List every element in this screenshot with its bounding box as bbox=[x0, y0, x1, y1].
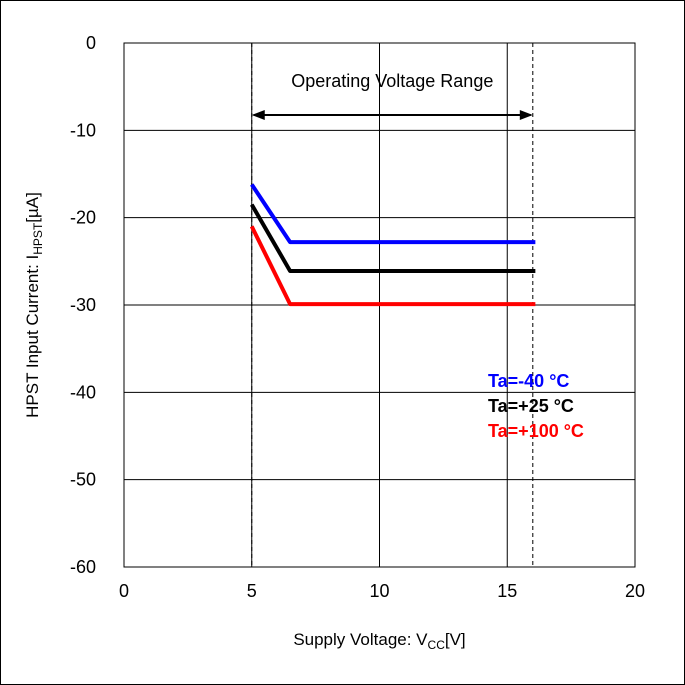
x-tick-label: 5 bbox=[247, 581, 257, 601]
operating-range-label: Operating Voltage Range bbox=[291, 71, 493, 91]
series bbox=[249, 183, 536, 307]
series-line bbox=[249, 225, 536, 307]
x-tick-label: 0 bbox=[119, 581, 129, 601]
legend-entry: Ta=+25 °C bbox=[488, 396, 574, 416]
y-tick-label: -40 bbox=[70, 382, 96, 402]
y-axis-label-main: HPST Input Current: I bbox=[23, 255, 42, 418]
x-axis-label-sub: CC bbox=[428, 638, 446, 652]
operating-range-annotation: Operating Voltage Range bbox=[251, 71, 533, 120]
x-tick-label: 20 bbox=[625, 581, 645, 601]
y-tick-label: -20 bbox=[70, 208, 96, 228]
legend: Ta=-40 °C Ta=+25 °C Ta=+100 °C bbox=[488, 371, 584, 441]
x-tick-label: 10 bbox=[369, 581, 389, 601]
x-axis-label-main: Supply Voltage: V bbox=[293, 630, 428, 649]
y-tick-label: -10 bbox=[70, 120, 96, 140]
x-axis-label-unit: [V] bbox=[445, 630, 466, 649]
series-line bbox=[250, 183, 536, 245]
range-arrow-head-right bbox=[519, 110, 533, 120]
y-axis-label-unit: [µA] bbox=[23, 192, 42, 223]
y-axis-label: HPST Input Current: IHPST[µA] bbox=[23, 192, 45, 418]
x-tick-label: 15 bbox=[497, 581, 517, 601]
plot-border bbox=[123, 42, 636, 568]
legend-entry: Ta=+100 °C bbox=[488, 421, 584, 441]
y-tick-label: -30 bbox=[70, 295, 96, 315]
range-arrow-head-left bbox=[251, 110, 265, 120]
legend-entry: Ta=-40 °C bbox=[488, 371, 569, 391]
x-axis-label: Supply Voltage: VCC[V] bbox=[293, 630, 465, 652]
y-axis-label-sub: HPST bbox=[31, 222, 45, 255]
y-tick-label: 0 bbox=[86, 33, 96, 53]
tick-labels: 0 5 10 15 20 0 -10 -20 -30 -40 -50 -60 bbox=[70, 33, 645, 601]
y-tick-label: -60 bbox=[70, 557, 96, 577]
y-tick-label: -50 bbox=[70, 470, 96, 490]
series-line bbox=[250, 203, 536, 273]
